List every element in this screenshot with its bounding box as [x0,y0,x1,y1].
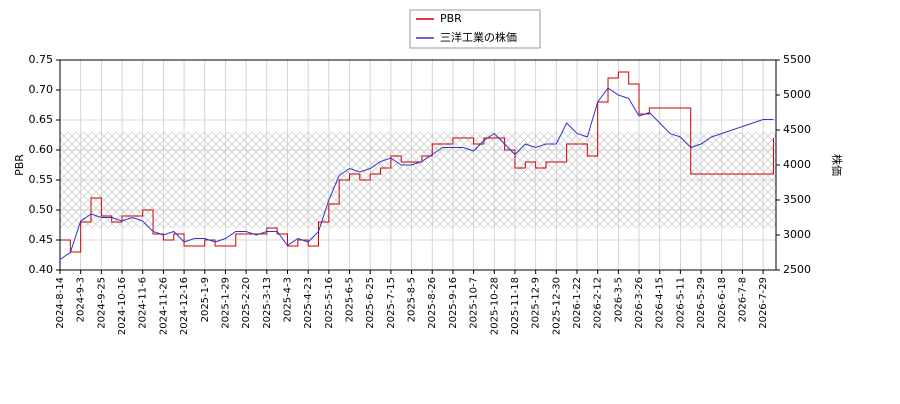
x-tick-label: 2026-2-12 [593,277,604,329]
x-tick-label: 2025-2-20 [241,277,252,329]
x-tick-label: 2025-7-15 [386,277,397,329]
x-tick-label: 2025-12-30 [551,277,562,335]
y2-tick-label: 5000 [783,88,811,101]
y2-tick-label: 4000 [783,158,811,171]
x-tick-label: 2026-5-11 [675,277,686,329]
x-tick-label: 2025-3-13 [262,277,273,329]
x-tick-label: 2026-6-18 [717,277,728,329]
x-tick-label: 2025-1-9 [200,277,211,322]
x-tick-label: 2025-9-16 [448,277,459,329]
y-tick-label: 0.55 [29,173,54,186]
x-tick-label: 2024-9-25 [96,277,107,329]
x-tick-label: 2024-12-16 [179,277,190,335]
y2-tick-label: 3500 [783,193,811,206]
legend-box [409,9,541,49]
y2-tick-label: 3000 [783,228,811,241]
y-tick-label: 0.75 [29,53,54,66]
y2-tick-label: 4500 [783,123,811,136]
x-tick-label: 2026-4-15 [655,277,666,329]
line-series [59,87,774,260]
x-tick-label: 2026-3-26 [634,277,645,329]
x-tick-label: 2024-9-3 [76,277,87,322]
y-tick-label: 0.40 [29,263,54,276]
y-axis-label: PBR [13,154,26,176]
x-tick-label: 2025-6-25 [365,277,376,329]
x-tick-label: 2025-11-18 [510,277,521,335]
plot-frame [59,59,777,271]
x-tick-label: 2024-11-26 [158,277,169,335]
x-tick-label: 2026-1-22 [572,277,583,329]
x-tick-label: 2025-10-28 [489,277,500,335]
line-series [60,71,774,253]
y-tick-label: 0.60 [29,143,54,156]
x-tick-label: 2026-7-8 [737,277,748,322]
legend-label: PBR [440,12,462,25]
y-tick-label: 0.70 [29,83,54,96]
x-tick-label: 2026-7-29 [758,277,769,329]
x-tick-label: 2025-1-29 [220,277,231,329]
x-tick-label: 2025-4-3 [282,277,293,322]
x-tick-label: 2025-12-9 [531,277,542,329]
legend-label: 三洋工業の株価 [440,30,517,44]
y-tick-label: 0.45 [29,233,54,246]
legend: PBR 三洋工業の株価 [409,9,541,49]
x-tick-label: 2025-8-5 [407,277,418,322]
x-tick-label: 2025-8-26 [427,277,438,329]
y2-axis-label: 株価 [830,154,844,176]
x-tick-label: 2026-3-5 [613,277,624,322]
x-tick-label: 2025-5-16 [324,277,335,329]
x-tick-label: 2025-4-23 [303,277,314,329]
x-tick-label: 2024-8-14 [55,277,66,329]
x-tick-label: 2025-10-7 [469,277,480,329]
y2-tick-label: 5500 [783,53,811,66]
x-tick-label: 2026-5-29 [696,277,707,329]
x-tick-label: 2024-10-16 [117,277,128,335]
y2-tick-label: 2500 [783,263,811,276]
x-tick-label: 2024-11-6 [138,277,149,329]
y-tick-label: 0.65 [29,113,54,126]
x-tick-label: 2025-6-5 [345,277,356,322]
y-tick-label: 0.50 [29,203,54,216]
